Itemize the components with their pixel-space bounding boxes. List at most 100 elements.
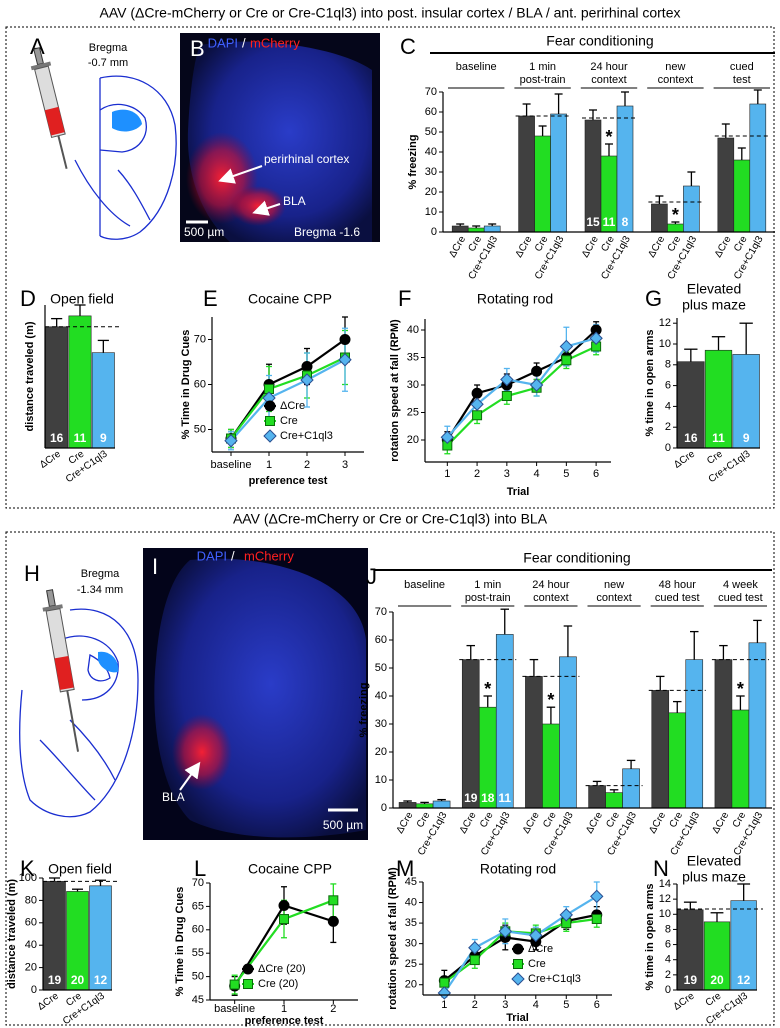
group-label: context <box>596 592 631 604</box>
y-tick-label: 25 <box>407 406 419 418</box>
bar <box>651 690 670 809</box>
panel-label: K <box>20 856 35 881</box>
y-tick-label: 80 <box>25 894 37 906</box>
annotation: BLA <box>283 194 306 208</box>
y-axis-label: distance traveled (m) <box>24 321 36 431</box>
y-tick-label: 45 <box>405 876 417 888</box>
group-label: post-train <box>520 74 566 86</box>
bar-label: ΔCre <box>521 810 542 836</box>
y-axis-label: distance traveled (m) <box>6 879 18 989</box>
y-tick-label: 30 <box>425 166 437 178</box>
y-tick-label: 40 <box>407 324 419 336</box>
marker <box>500 372 514 387</box>
marker <box>229 979 240 990</box>
y-tick-label: 0 <box>665 442 671 454</box>
y-tick-label: 60 <box>375 634 387 646</box>
legend-label: Cre <box>280 415 298 427</box>
marker <box>590 889 604 904</box>
bar-label: ΔCre <box>395 810 416 836</box>
error-bar <box>621 91 629 106</box>
group-label: 48 hour <box>659 579 697 591</box>
y-axis-label: rotation speed at fall (RPM) <box>387 867 399 1010</box>
y-tick-label: 8 <box>665 923 671 935</box>
x-tick-label: 6 <box>594 999 600 1011</box>
group-label: 4 week <box>723 579 758 591</box>
error-bar <box>456 223 465 226</box>
error-bar <box>466 644 475 660</box>
x-tick-label: 3 <box>504 468 510 480</box>
error-bar <box>420 801 429 804</box>
panel-label: J <box>366 564 377 589</box>
y-tick-label: 10 <box>375 774 387 786</box>
target-region <box>112 109 142 132</box>
error-bar <box>546 706 556 724</box>
legend-marker <box>264 400 276 412</box>
marker <box>559 908 573 922</box>
y-tick-label: 10 <box>659 338 671 350</box>
stain-label: DAPI <box>197 548 227 563</box>
bar <box>748 642 767 809</box>
panel-label: G <box>645 286 662 311</box>
bar <box>550 113 567 233</box>
y-tick-label: 20 <box>25 962 37 974</box>
n-label: 15 <box>586 215 600 229</box>
error-bar <box>563 625 573 657</box>
bar <box>731 709 750 809</box>
error-bar <box>437 798 446 801</box>
marker <box>439 977 450 988</box>
series-line <box>230 338 346 440</box>
x-axis-label: preference test <box>245 1015 324 1027</box>
n-label: 19 <box>464 791 478 805</box>
syringe <box>30 47 68 169</box>
error-bar <box>403 800 412 803</box>
series-line <box>230 358 346 442</box>
y-tick-label: 30 <box>375 718 387 730</box>
y-tick-label: 70 <box>192 877 204 889</box>
section-frame <box>5 26 775 509</box>
panel-label: M <box>396 856 414 881</box>
bar <box>677 361 705 449</box>
y-tick-label: 0 <box>381 802 387 814</box>
bar-label: ΔCre <box>647 810 668 836</box>
y-tick-label: 0 <box>431 226 437 238</box>
bregma-label: Bregma -1.6 <box>294 225 360 239</box>
error-bar <box>74 304 86 316</box>
bar <box>45 326 69 449</box>
y-tick-label: 35 <box>405 917 417 929</box>
arrow <box>252 200 281 216</box>
marker <box>561 355 572 366</box>
x-tick-label: 6 <box>593 468 599 480</box>
y-axis-label: % freezing <box>407 134 419 189</box>
legend-label: ΔCre <box>528 943 553 955</box>
x-tick-label: 3 <box>502 999 508 1011</box>
marker <box>468 941 482 955</box>
group-label: cued <box>730 61 754 73</box>
group-label: baseline <box>456 61 497 73</box>
legend-marker <box>243 979 253 989</box>
x-tick-label: 2 <box>304 459 310 471</box>
x-tick-label: 1 <box>444 468 450 480</box>
marker <box>301 361 313 372</box>
section-frame <box>5 531 775 1026</box>
stain-label: mCherry <box>250 35 300 50</box>
legend-label: Cre (20) <box>258 978 298 990</box>
error-bar <box>719 644 728 660</box>
y-tick-label: 25 <box>405 958 417 970</box>
y-tick-label: 0 <box>31 984 37 996</box>
annotation: perirhinal cortex <box>264 152 349 166</box>
chart-title: plus maze <box>682 297 746 313</box>
marker <box>531 365 543 377</box>
n-label: 12 <box>94 973 108 987</box>
chart-title: Fear conditioning <box>546 33 653 49</box>
bar <box>733 159 751 233</box>
y-tick-label: 30 <box>407 379 419 391</box>
y-tick-label: 10 <box>425 206 437 218</box>
panel-label: N <box>653 856 669 881</box>
x-tick-label: 1 <box>266 459 272 471</box>
group-label: new <box>665 61 685 73</box>
panel-label: F <box>398 286 411 311</box>
bar <box>432 800 451 809</box>
chart-title: Fear conditioning <box>523 550 630 566</box>
bar <box>483 225 501 233</box>
